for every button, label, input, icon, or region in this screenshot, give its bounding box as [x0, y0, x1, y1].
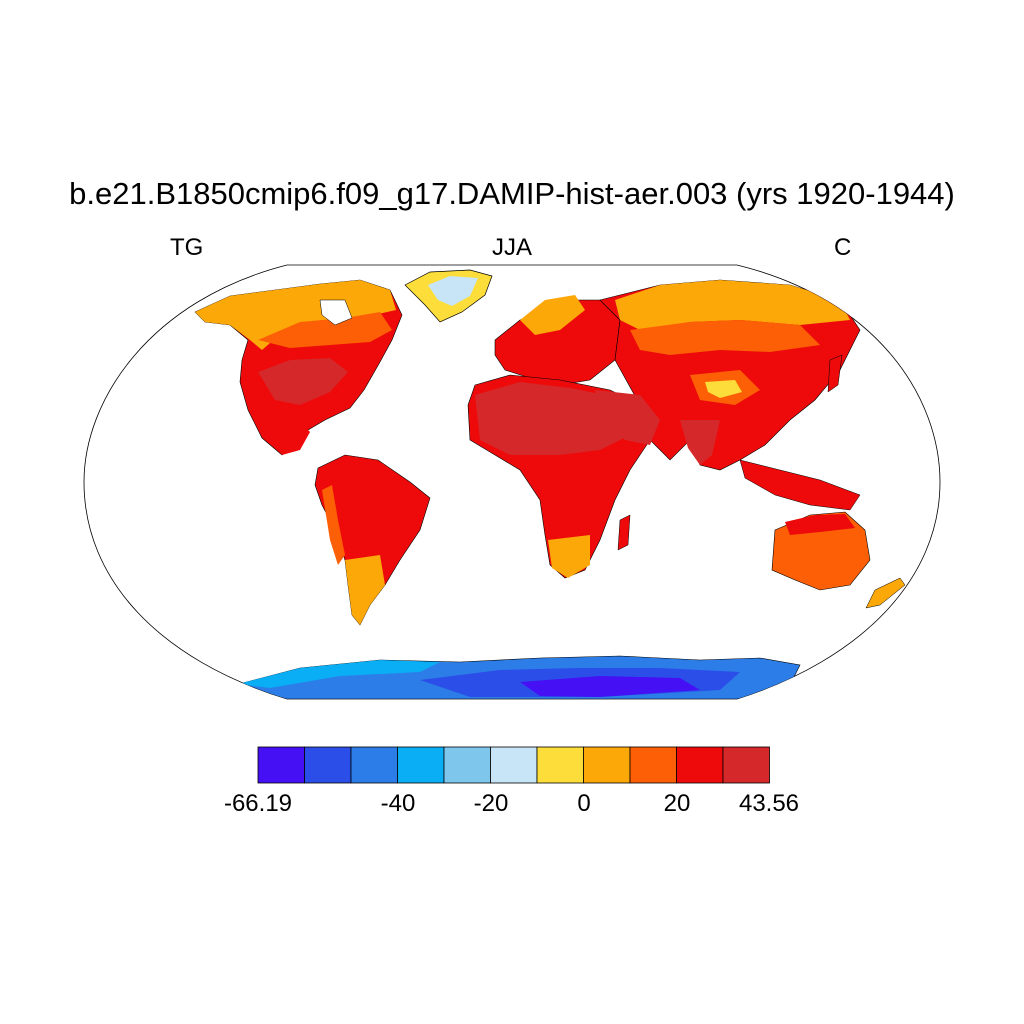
variable-label: TG: [170, 234, 204, 261]
colorbar-label: -40: [380, 790, 416, 817]
andes: [322, 485, 345, 565]
plot-title: b.e21.B1850cmip6.f09_g17.DAMIP-hist-aer.…: [69, 176, 955, 211]
siberia: [615, 280, 850, 330]
colorbar: [257, 746, 770, 784]
colorbar-box: [397, 746, 445, 784]
colorbar-box: [350, 746, 398, 784]
colorbar-label: -66.19: [223, 790, 293, 817]
colorbar-box: [304, 746, 352, 784]
greenland-interior: [428, 276, 478, 306]
colorbar-label: -20: [473, 790, 509, 817]
colorbar-box: [490, 746, 538, 784]
india: [680, 420, 720, 465]
se-asia: [739, 459, 861, 511]
tibet-core: [705, 380, 742, 398]
madagascar: [617, 514, 631, 551]
japan: [827, 354, 843, 393]
colorbar-box: [629, 746, 677, 784]
land-field: [194, 269, 906, 699]
middle-east: [595, 390, 660, 445]
colorbar-box: [722, 746, 770, 784]
colorbar-label: 43.56: [738, 790, 800, 817]
australia-north: [785, 514, 855, 535]
colorbar-box: [443, 746, 491, 784]
north-america-north: [195, 280, 396, 350]
units-label: C: [834, 234, 852, 261]
new-zealand: [865, 577, 906, 609]
colorbar-box: [257, 746, 305, 784]
hudson-bay: [319, 299, 353, 326]
antarctica-core: [520, 676, 700, 697]
southern-africa: [548, 535, 590, 578]
south-america-south: [345, 555, 385, 625]
season-label: JJA: [491, 234, 532, 261]
colorbar-label: 20: [663, 790, 691, 817]
us-hot: [258, 358, 348, 405]
colorbar-box: [583, 746, 631, 784]
colorbar-box: [676, 746, 724, 784]
mexico: [262, 412, 310, 455]
canada-band: [258, 312, 392, 348]
siberia-band: [630, 320, 820, 355]
scandinavia: [520, 295, 585, 335]
antarctica-coast: [238, 660, 440, 688]
colorbar-box: [536, 746, 584, 784]
colorbar-label: 0: [577, 790, 591, 817]
